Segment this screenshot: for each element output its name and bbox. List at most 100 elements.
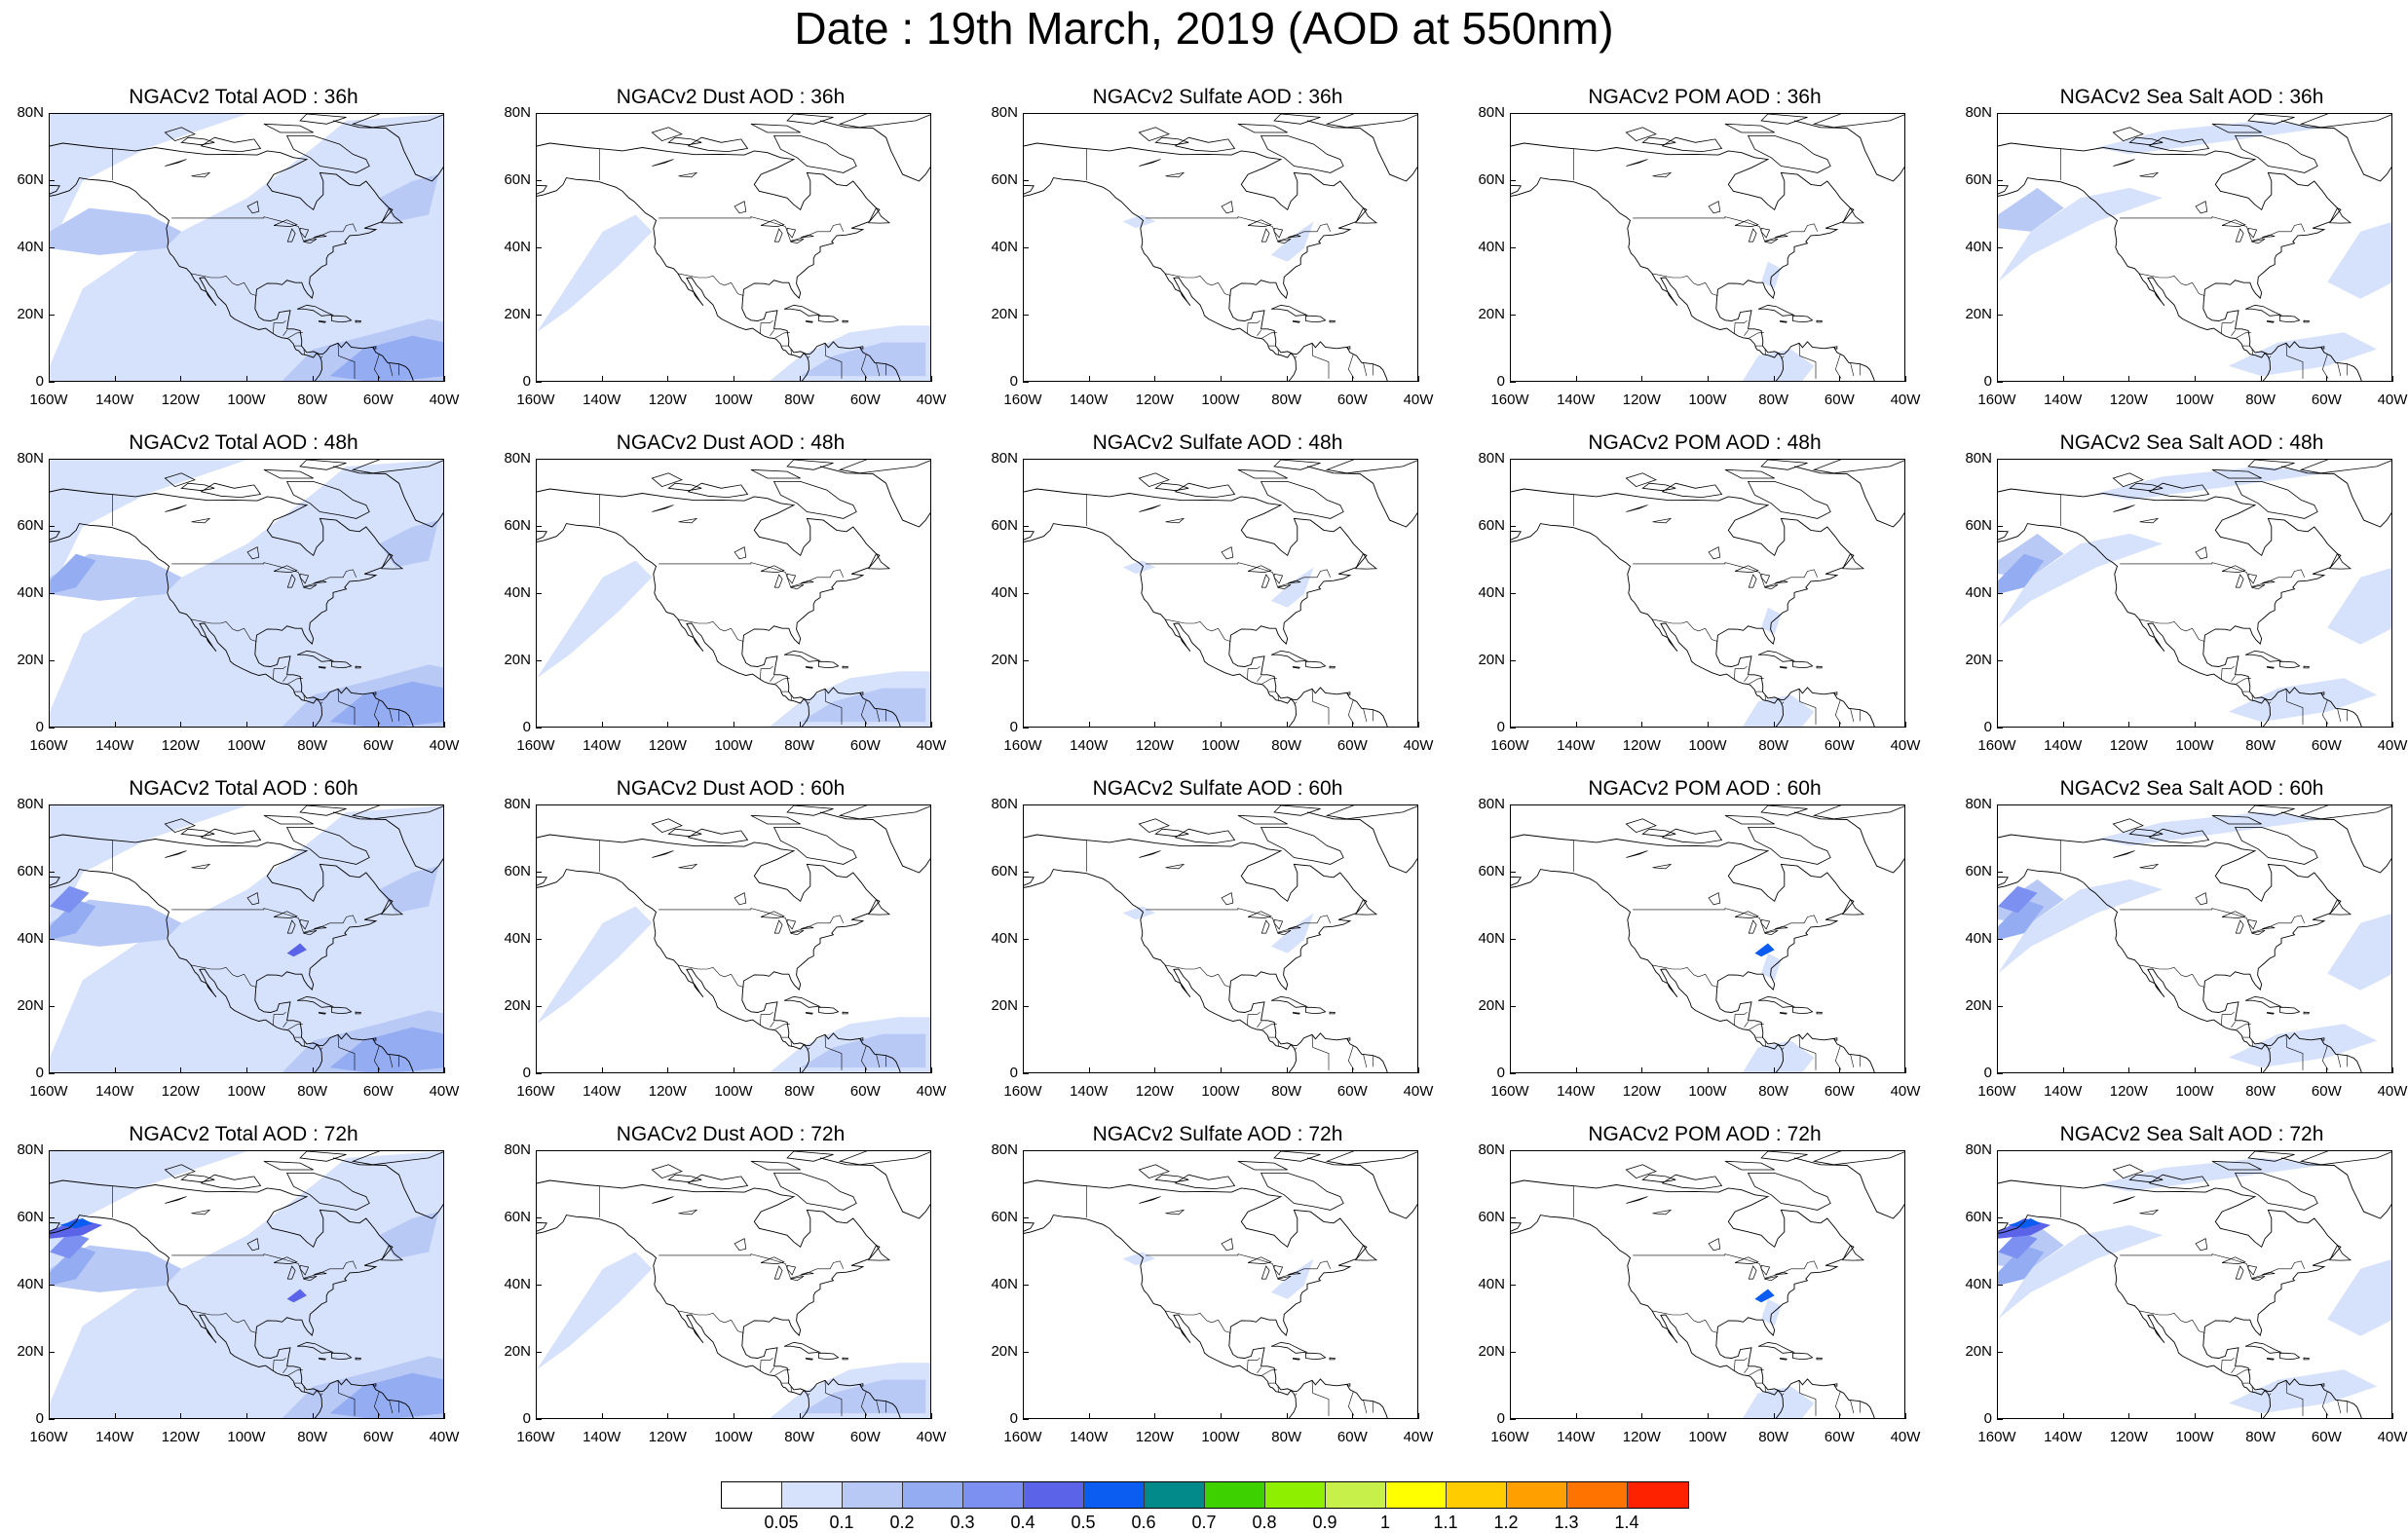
country-border	[2231, 330, 2236, 336]
country-border	[320, 1393, 323, 1397]
lake-outline	[1764, 583, 1779, 590]
lon-tick	[49, 1067, 50, 1073]
coastline	[1793, 1157, 1904, 1219]
lake-outline	[2221, 1256, 2246, 1264]
lat-tick	[1510, 1006, 1516, 1007]
lon-tick-label: 120W	[1135, 1429, 1174, 1445]
country-border	[1261, 1024, 1277, 1030]
lat-tick	[49, 872, 55, 873]
island-outline	[2266, 666, 2275, 669]
lake-outline	[1165, 517, 1185, 524]
colorbar-label: 0.2	[889, 1513, 915, 1532]
lake-outline	[786, 1264, 797, 1276]
panel-title: NGACv2 Total AOD : 36h	[129, 86, 358, 108]
coastline	[1793, 466, 1904, 528]
lon-tick-label: 60W	[849, 1429, 881, 1445]
country-border	[2251, 1040, 2254, 1047]
lon-tick	[931, 1067, 932, 1073]
lat-tick-label: 20N	[1965, 306, 1992, 322]
lat-tick-label: 40N	[1478, 930, 1505, 947]
lon-tick	[1997, 376, 1998, 382]
coastline	[537, 869, 809, 1072]
lon-tick-label: 60W	[362, 1083, 394, 1100]
country-border	[171, 908, 357, 933]
lon-tick	[114, 1413, 116, 1419]
lat-tick-label: 40N	[504, 930, 531, 947]
aod-shading	[329, 1027, 443, 1072]
lon-tick-label: 160W	[516, 392, 555, 408]
lake-outline	[1247, 1256, 1272, 1264]
lake-outline	[678, 863, 698, 870]
country-border	[1311, 343, 1330, 379]
colorbar-swatch	[1326, 1482, 1386, 1508]
island-outline	[2234, 826, 2318, 865]
lat-tick-label: 0	[522, 373, 531, 390]
lat-tick-label: 40N	[991, 239, 1018, 255]
panel-title: NGACv2 Dust AOD : 48h	[616, 431, 846, 454]
lon-tick	[1997, 1413, 1998, 1419]
lon-tick-label: 120W	[648, 392, 687, 408]
map-panel: NGACv2 Total AOD : 60h 80N 60N 40N 20N 0 160W 1…	[5, 777, 492, 1124]
lon-tick	[1905, 722, 1906, 728]
lon-tick	[1023, 722, 1024, 728]
island-outline	[1842, 898, 1865, 916]
lon-tick	[1839, 1067, 1841, 1073]
map-frame	[49, 459, 444, 728]
lon-tick-label: 40W	[2377, 737, 2408, 754]
lon-tick	[246, 722, 247, 728]
lake-outline	[652, 850, 674, 858]
country-border	[1146, 216, 1331, 242]
lat-tick-label: 40N	[1478, 584, 1505, 601]
island-outline	[2299, 1151, 2391, 1166]
aod-shading	[1743, 1386, 1815, 1418]
aod-shading	[1998, 1245, 2045, 1286]
country-border	[1744, 1022, 1749, 1028]
lon-tick	[1418, 722, 1419, 728]
country-border	[282, 330, 287, 336]
lon-tick-label: 100W	[2175, 1083, 2214, 1100]
lat-tick-label: 60N	[17, 171, 44, 188]
lon-tick	[378, 1413, 380, 1419]
lon-tick-label: 160W	[516, 1083, 555, 1100]
lon-tick	[246, 1067, 247, 1073]
lon-tick	[2260, 1413, 2262, 1419]
island-outline	[200, 828, 262, 844]
panel-title: NGACv2 POM AOD : 36h	[1588, 86, 1822, 108]
island-outline	[786, 114, 834, 125]
coastline	[1998, 834, 2362, 1072]
lon-tick	[2062, 376, 2064, 382]
island-outline	[2321, 1037, 2325, 1041]
island-outline	[842, 319, 848, 323]
island-outline	[2211, 468, 2262, 479]
lat-tick-label: 0	[1983, 373, 1992, 390]
aod-shading	[537, 214, 653, 333]
country-border	[678, 964, 744, 988]
island-outline	[263, 814, 314, 825]
lat-tick	[536, 315, 542, 316]
aod-shading	[286, 1289, 307, 1303]
island-outline	[1325, 460, 1417, 474]
country-border	[658, 216, 844, 242]
lat-tick	[1023, 1150, 1029, 1151]
island-outline	[2128, 482, 2163, 492]
country-border	[1257, 676, 1261, 682]
lake-outline	[2235, 228, 2244, 243]
map-panel: NGACv2 POM AOD : 60h 80N 60N 40N 20N 0 160W 140…	[1466, 777, 1953, 1124]
island-outline	[817, 660, 840, 669]
lon-tick-label: 160W	[1977, 1083, 2016, 1100]
lat-tick-label: 80N	[504, 450, 531, 467]
lon-tick	[2326, 376, 2328, 382]
island-outline	[330, 1006, 353, 1015]
lake-outline	[1273, 573, 1284, 584]
coastline	[1511, 177, 1784, 381]
lat-tick	[49, 382, 55, 383]
country-border	[1257, 1022, 1261, 1028]
country-border	[1363, 708, 1368, 723]
lon-tick	[312, 1067, 314, 1073]
country-border	[273, 1357, 286, 1372]
coastline	[819, 120, 930, 182]
lake-outline	[790, 929, 805, 936]
coastline	[332, 1157, 443, 1219]
lon-tick	[2062, 1067, 2064, 1073]
island-outline	[651, 127, 683, 142]
